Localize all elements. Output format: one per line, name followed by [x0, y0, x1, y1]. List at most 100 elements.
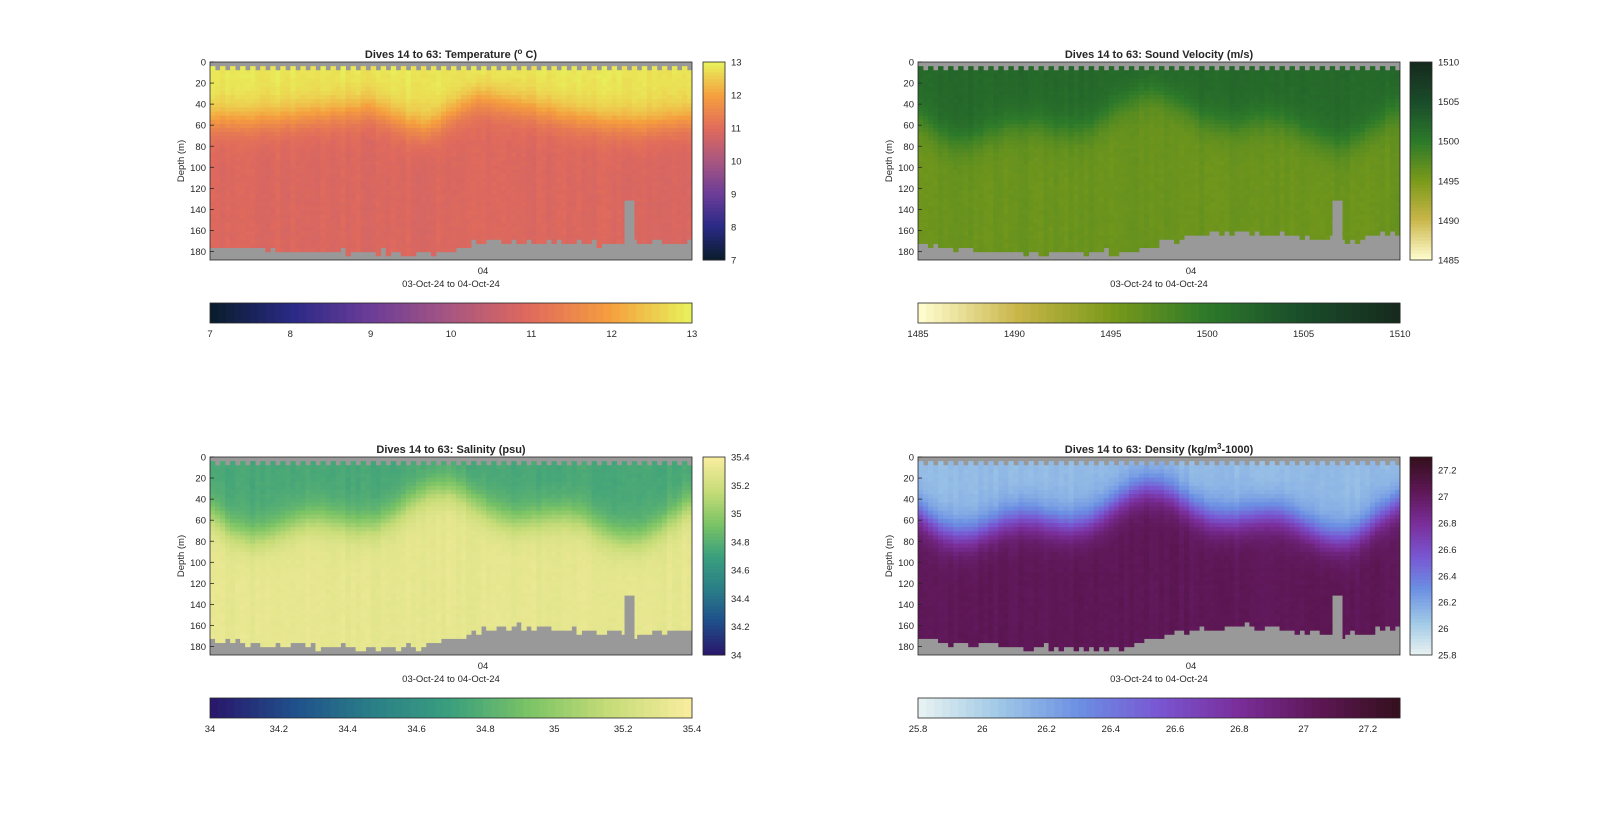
temperature-cell — [385, 235, 392, 240]
temperature-cell — [506, 128, 512, 133]
temperature-cell — [626, 136, 633, 141]
temperature-cell — [415, 169, 422, 174]
temperature-cell — [345, 227, 351, 232]
temperature-cell — [451, 103, 457, 108]
temperature-cell — [536, 70, 542, 75]
temperature-cell — [260, 227, 266, 232]
temperature-cell — [636, 90, 643, 96]
sound-velocity-cell — [953, 90, 959, 96]
temperature-cell — [410, 78, 417, 84]
temperature-cell — [676, 156, 683, 162]
temperature-cell — [275, 181, 281, 187]
temperature-cell — [250, 214, 256, 220]
temperature-cell — [566, 95, 572, 100]
temperature-cell — [486, 165, 492, 170]
temperature-cell — [365, 222, 372, 228]
temperature-cell — [626, 165, 633, 170]
temperature-cell — [270, 86, 276, 92]
temperature-cell — [235, 202, 241, 207]
temperature-cell — [385, 78, 392, 84]
temperature-cell — [420, 111, 427, 117]
temperature-cell — [305, 214, 311, 220]
temperature-cell — [350, 152, 356, 158]
temperature-cell — [275, 70, 281, 75]
temperature-cell — [225, 132, 231, 137]
temperature-cell — [225, 95, 231, 100]
temperature-cell — [400, 82, 407, 88]
temperature-cell — [651, 231, 658, 236]
temperature-cell — [511, 78, 517, 84]
temperature-cell — [456, 78, 462, 84]
temperature-cell — [456, 140, 462, 145]
temperature-cell — [390, 169, 397, 174]
temperature-cell — [285, 74, 291, 79]
temperature-cell — [385, 140, 392, 145]
temperature-cell — [230, 132, 236, 137]
temperature-cell — [265, 78, 271, 84]
sound-velocity-cell — [973, 247, 979, 253]
temperature-cell — [506, 144, 512, 150]
temperature-cell — [230, 128, 236, 133]
sound-velocity-cell — [933, 169, 939, 174]
temperature-cell — [491, 218, 497, 224]
sound-velocity-cell — [968, 231, 974, 236]
temperature-cell — [430, 74, 437, 79]
temperature-cell — [370, 152, 377, 158]
temperature-cell — [315, 70, 321, 75]
sound-velocity-cell — [983, 82, 989, 88]
temperature-cell — [415, 231, 422, 236]
temperature-cell — [330, 99, 336, 104]
temperature-cell — [270, 214, 276, 220]
temperature-cell — [340, 140, 346, 145]
temperature-cell — [601, 189, 608, 195]
temperature-cell — [345, 173, 351, 178]
temperature-cell — [621, 152, 628, 158]
temperature-cell — [305, 90, 311, 96]
temperature-cell — [250, 185, 256, 191]
temperature-cell — [456, 144, 462, 150]
temperature-cell — [270, 78, 276, 84]
temperature-cell — [235, 78, 241, 84]
temperature-cell — [405, 227, 412, 232]
temperature-cell — [280, 103, 286, 108]
temperature-cell — [320, 140, 326, 145]
sound-velocity-cell — [938, 210, 944, 216]
temperature-cell — [531, 119, 537, 125]
temperature-cell — [275, 99, 281, 104]
temperature-cell — [330, 239, 336, 244]
temperature-cell — [451, 99, 457, 104]
temperature-cell — [375, 128, 382, 133]
sound-velocity-cell — [923, 214, 929, 220]
temperature-cell — [230, 206, 236, 211]
temperature-cell — [526, 99, 532, 104]
sound-velocity-cell — [978, 99, 984, 104]
temperature-cell — [551, 148, 557, 154]
temperature-cell — [410, 74, 417, 79]
sound-velocity-cell — [973, 231, 979, 236]
temperature-cell — [230, 86, 236, 92]
temperature-cell — [541, 119, 547, 125]
temperature-cell — [350, 132, 356, 137]
temperature-cell — [365, 136, 372, 141]
temperature-hcb-segment — [451, 303, 460, 323]
temperature-cell — [581, 235, 587, 240]
temperature-cell — [420, 128, 427, 133]
temperature-cell — [556, 144, 562, 150]
temperature-cell — [631, 86, 638, 92]
sound-velocity-cell — [978, 231, 984, 236]
temperature-cell — [250, 210, 256, 216]
temperature-cell — [516, 103, 522, 108]
sound-velocity-cell — [978, 189, 984, 195]
sound-velocity-cell — [988, 169, 994, 174]
sound-velocity-cell — [943, 210, 949, 216]
sound-velocity-cell — [968, 235, 974, 240]
temperature-cell — [435, 111, 442, 117]
temperature-cell — [666, 115, 673, 121]
temperature-cell — [445, 144, 452, 150]
temperature-cell — [681, 194, 688, 199]
temperature-cell — [451, 140, 457, 145]
temperature-cell — [491, 198, 497, 203]
temperature-cell — [521, 202, 527, 207]
temperature-cell — [486, 123, 492, 129]
temperature-cell — [641, 152, 648, 158]
